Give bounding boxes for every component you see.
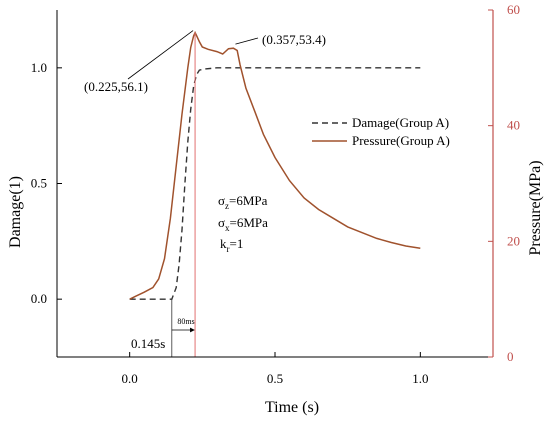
right-y-tick-label: 20 (507, 233, 520, 248)
damage-series-line (129, 67, 421, 300)
gap-duration-label: 80ms (177, 317, 194, 326)
right-y-tick-label: 40 (507, 118, 520, 133)
start-time-label: 0.145s (131, 336, 165, 351)
peak2-label: (0.357,53.4) (262, 32, 326, 47)
loading-parameters: σz=6MPa σx=6MPa kr=1 (218, 193, 268, 254)
pressure-series-line (129, 30, 421, 300)
x-tick-label: 1.0 (412, 371, 428, 386)
right-y-tick-label: 60 (507, 2, 520, 17)
left-y-tick-label: 1.0 (31, 60, 47, 75)
legend-damage-label: Damage(Group A) (352, 115, 449, 130)
right-y-axis-title: Pressure(MPa) (527, 160, 544, 255)
x-axis-title: Time (s) (265, 399, 319, 416)
left-y-tick-label: 0.0 (31, 291, 47, 306)
sigma-x-param: σx=6MPa (218, 215, 268, 233)
legend: Damage(Group A) Pressure(Group A) (312, 115, 450, 148)
x-tick-label: 0.0 (122, 371, 138, 386)
sigma-z-param: σz=6MPa (218, 193, 268, 211)
left-y-tick-label: 0.5 (31, 176, 47, 191)
left-y-axis-title: Damage(1) (7, 176, 24, 248)
axis-ticks: 0.0 0.5 1.0 0.0 0.5 1.0 0 20 40 60 (31, 2, 520, 386)
x-tick-label: 0.5 (267, 371, 283, 386)
right-y-tick-label: 0 (507, 349, 514, 364)
peak1-label: (0.225,56.1) (84, 79, 148, 94)
legend-pressure-label: Pressure(Group A) (352, 133, 450, 148)
peak1-leader-line (127, 30, 194, 80)
kr-param: kr=1 (220, 236, 243, 254)
peak2-leader-line (235, 37, 259, 45)
